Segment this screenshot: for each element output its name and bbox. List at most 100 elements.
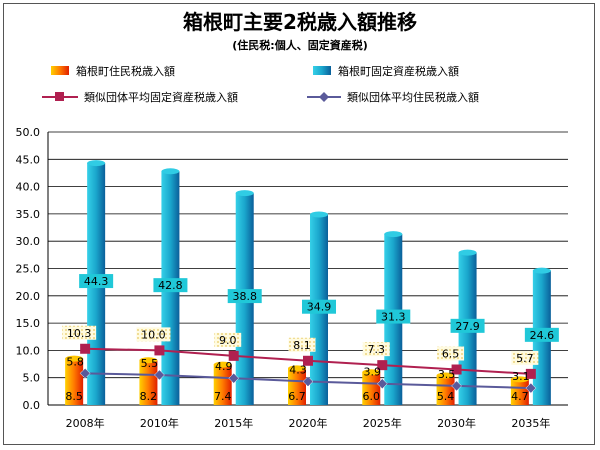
data-label-similar-property-bg [437,346,465,361]
bar-cap-resident-tax [288,365,306,372]
bar-cap-resident-tax [139,357,158,364]
data-label-resident-tax: 4.7 [511,390,529,403]
x-tick-label: 2015年 [214,416,253,430]
y-tick-label: 0.0 [23,399,41,412]
data-label-resident-tax: 8.2 [140,390,158,403]
point-similar-property [377,360,388,371]
data-label-property-tax-bg [376,309,411,324]
bar-cap-property-tax [161,168,180,175]
point-similar-resident [302,376,314,387]
data-label-property-tax-bg [153,278,188,293]
legend-swatch-resident-tax [51,66,69,75]
data-label-property-tax-bg [524,327,559,342]
legend-label-similar-resident: 類似団体平均住民税歳入額 [347,90,479,104]
x-tick-label: 2025年 [363,416,402,430]
y-tick-label: 15.0 [16,317,41,330]
y-tick-label: 30.0 [16,235,41,248]
bar-cap-resident-tax [213,361,232,368]
data-label-similar-resident: 5.8 [66,355,84,368]
y-tick-label: 25.0 [16,263,41,276]
data-label-property-tax-bg [302,299,336,314]
x-tick-label: 2030年 [437,416,476,430]
bar-cap-resident-tax [436,372,455,379]
bar-resident-tax [213,364,232,405]
data-label-similar-property-bg [362,342,390,357]
bar-cap-resident-tax [65,355,84,362]
point-similar-property [228,350,239,361]
bar-cap-property-tax [235,190,254,197]
point-similar-resident [451,380,462,392]
data-label-similar-property-bg [288,337,316,352]
x-tick-label: 2035年 [511,416,550,430]
data-label-similar-property: 10.3 [67,327,92,340]
y-tick-label: 5.0 [23,372,41,385]
y-tick-label: 10.0 [16,344,41,357]
data-label-similar-resident: 3.1 [512,370,530,383]
data-label-property-tax: 38.8 [232,290,257,303]
bar-resident-tax [362,372,381,405]
x-tick-label: 2020年 [289,416,328,430]
data-label-similar-property: 9.0 [219,334,237,347]
chart-title: 箱根町主要2税歳入額推移 [183,10,417,34]
x-tick-label: 2008年 [66,416,105,430]
point-similar-property [80,343,91,354]
data-label-similar-resident: 3.5 [438,368,456,381]
data-label-similar-resident: 3.9 [364,366,382,379]
data-label-similar-resident: 4.3 [289,364,307,377]
data-label-property-tax: 24.6 [530,329,555,342]
data-label-similar-resident: 5.5 [141,357,159,370]
data-label-similar-property: 7.3 [368,343,386,356]
legend-marker-similar-property [55,92,64,101]
data-label-similar-property: 5.7 [516,352,534,365]
y-tick-label: 20.0 [16,290,41,303]
legend: 箱根町住民税歳入額 箱根町固定資産税歳入額 類似団体平均固定資産税歳入額 類似団… [42,64,479,104]
chart-subtitle: (住民税:個人、固定資産税) [232,38,367,52]
data-label-property-tax: 31.3 [381,311,406,324]
data-label-similar-property-bg [214,332,242,347]
point-similar-property [525,368,536,379]
x-tick-label: 2010年 [140,416,179,430]
y-tick-label: 50.0 [16,126,41,139]
data-label-resident-tax: 6.0 [363,390,381,403]
point-similar-property [154,345,165,356]
data-label-property-tax-bg [79,274,114,289]
point-similar-resident [79,367,91,379]
bar-cap-resident-tax [510,376,529,383]
bar-cap-property-tax [532,267,551,274]
plot-area: 0.0 5.0 10.0 15.0 20.0 25.0 30.0 35.0 40.0 45.0 50… [16,126,568,430]
bar-resident-tax [288,368,306,405]
legend-label-property-tax: 箱根町固定資産税歳入額 [338,64,459,78]
bar-resident-tax [139,360,158,405]
data-label-property-tax-bg [227,289,262,304]
point-similar-property [303,355,313,366]
legend-label-resident-tax: 箱根町住民税歳入額 [76,64,175,78]
data-label-similar-property-bg [62,325,97,340]
legend-marker-similar-resident [319,92,329,102]
data-label-resident-tax: 5.4 [437,390,455,403]
data-label-similar-property: 8.1 [293,339,311,352]
bar-cap-property-tax [310,211,328,218]
data-label-similar-property-bg [511,350,539,365]
data-label-property-tax: 42.8 [158,279,183,292]
data-label-resident-tax: 7.4 [214,390,232,403]
bar-cap-property-tax [458,249,477,256]
data-label-similar-property: 6.5 [442,348,460,361]
point-similar-resident [228,372,240,384]
legend-swatch-property-tax [313,66,331,75]
data-label-property-tax: 27.9 [455,320,480,333]
data-label-similar-property: 10.0 [141,328,166,341]
point-similar-resident [376,378,388,390]
y-tick-label: 40.0 [16,181,41,194]
data-label-property-tax-bg [450,318,485,333]
y-tick-label: 35.0 [16,208,41,221]
data-label-property-tax: 34.9 [307,301,332,314]
bar-resident-tax [510,379,529,405]
bar-cap-resident-tax [362,369,381,376]
bar-resident-tax [436,375,455,405]
point-similar-resident [525,382,537,394]
point-similar-property [451,364,462,375]
y-tick-label: 45.0 [16,153,41,166]
data-label-similar-resident: 4.9 [215,360,233,373]
data-label-resident-tax: 6.7 [288,390,306,403]
